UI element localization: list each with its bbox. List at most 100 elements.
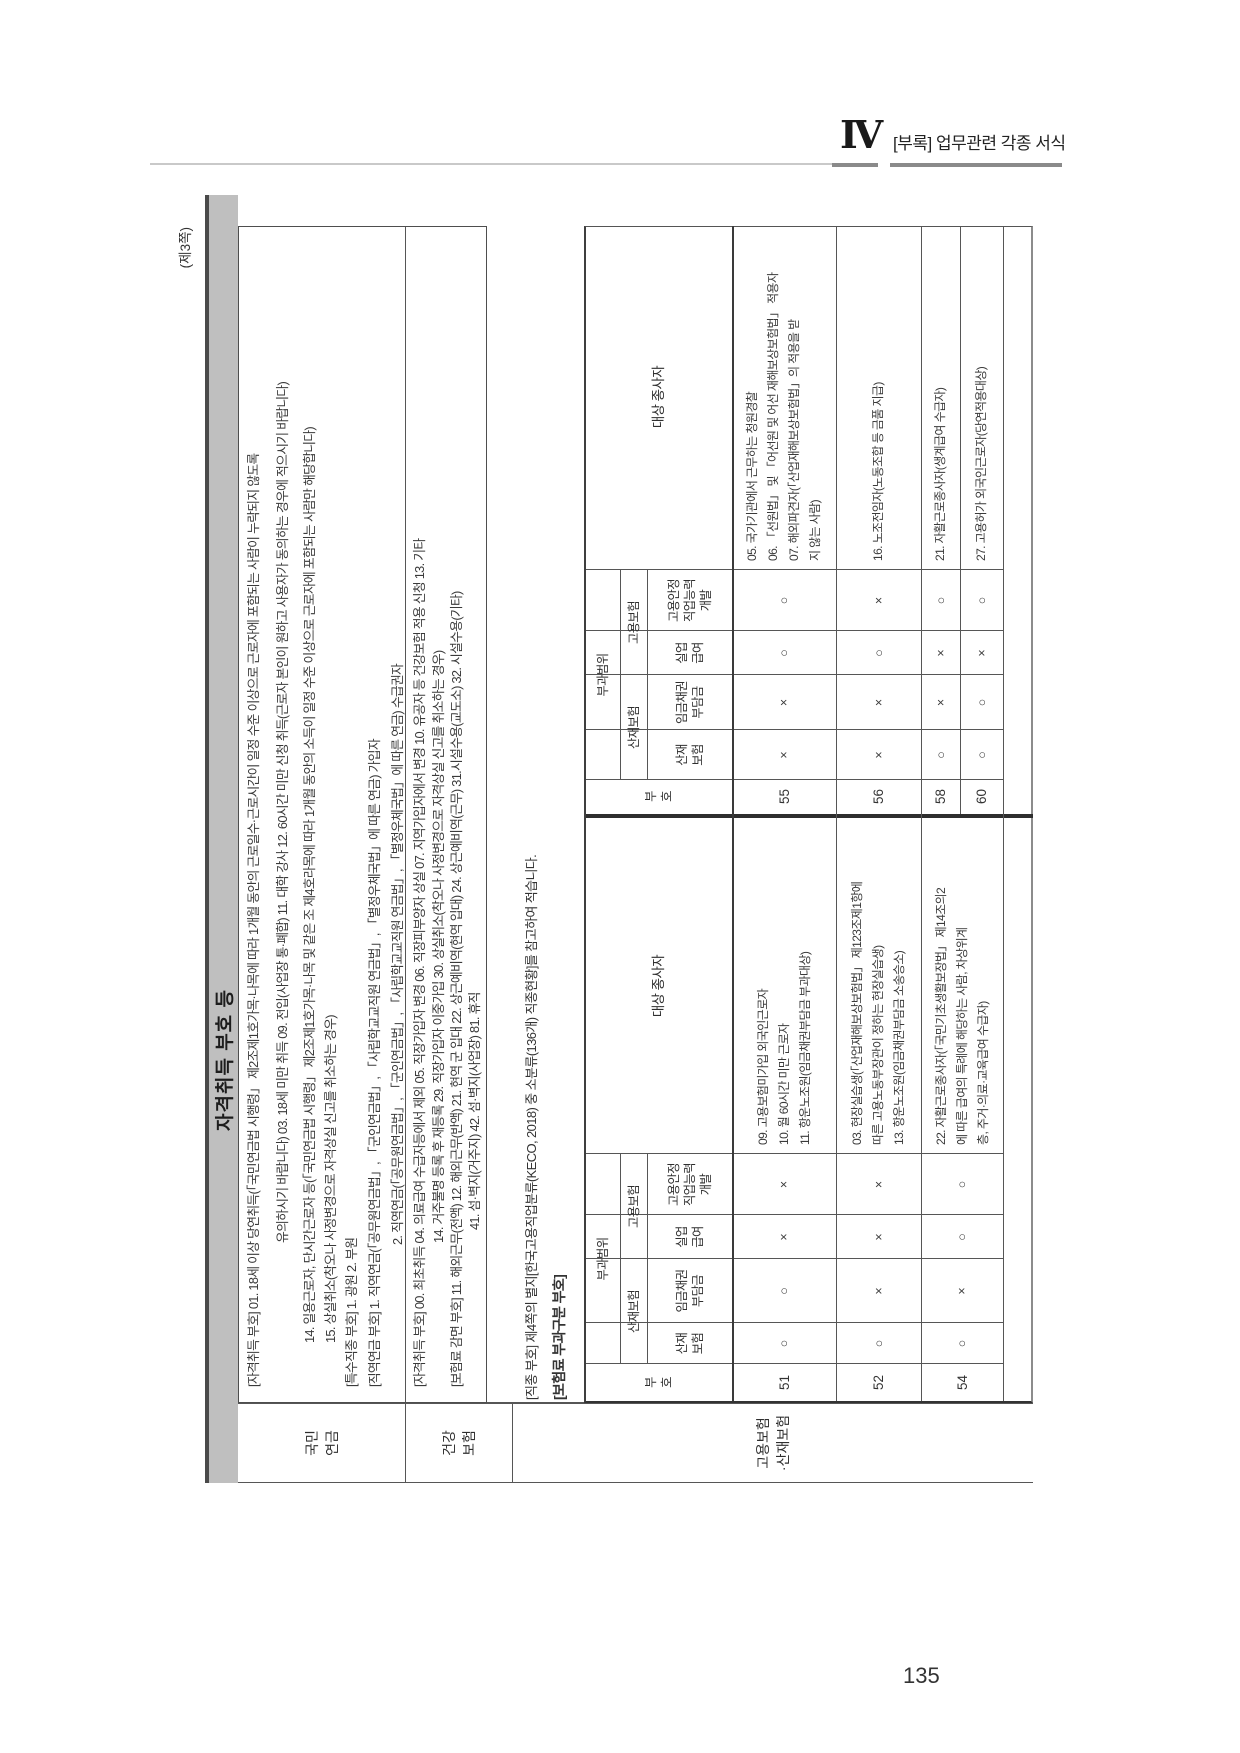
np-line-7: 2. 직역연금(「공무원연금법」, 「군인연금법」, 「사립학교교직원 연금법」… [390,663,405,1245]
mark-51-unemployment: × [777,1233,791,1241]
workers-51-line: 09. 고용보험미가입 외국인근로자 [755,988,770,1145]
np-line-5: [특수직종 부호] 1. 광원 2. 부원 [344,1237,359,1387]
workers-51-line: 11. 항운노조원(임금채권부담금 부과대상) [797,951,812,1145]
workers-52-line: 따른 고용노동부장관이 정하는 현장실습생) [871,945,885,1145]
mark-51-wage: ○ [777,1287,791,1295]
hdr-scope-right: 부과범위 [596,653,610,697]
row-label-employment-industrial: 고용보험 ·산재보험 [754,1414,791,1472]
hdr-sub-wage-right: 임금채권 부담금 [674,681,705,724]
code-54: 54 [954,1374,970,1391]
mark-54-unemployment: ○ [955,1233,969,1241]
code-60: 60 [974,788,989,805]
workers-54-line: 22. 자활근로종사자(「국민기초생활보장법」 제14조의2 [933,887,948,1145]
np-line-6: [직역연금 부호] 1. 직역연금(「공무원연금법」, 「군인연금법」, 「사립… [367,739,382,1387]
mark-52-stability: × [871,1180,886,1189]
workers-54: 22. 자활근로종사자(「국민기초생활보장법」 제14조의2 에 따른 급여의 … [921,818,1003,1154]
levy-table: 부 호 부과범위 산재보험 고용보험 산재 보험 임금채권 부담금 실업 급여 … [584,226,1033,1403]
hdr-code-left: 부 호 [644,1377,674,1388]
mark-55-wage: × [777,698,791,707]
hdr-sub-stability-left: 고용안정 직업능력 개발 [666,1163,713,1206]
section-header-title: [부록] 업무관련 각종 서식 [893,134,1066,153]
row-label-health-insurance: 건강 보험 [440,1430,477,1456]
hdr-code-right: 부 호 [644,791,674,802]
mark-52-wage: × [871,1287,886,1295]
codes-box-lines: [자격취득 부호] 01. 18세 이상 당연취득(「국민연금법 시행령」 제2… [238,230,485,1401]
np-line-2: 유의하시기 바랍니다) 03. 18세 미만 취득 09. 전입(사업장 통·폐… [275,381,290,1243]
workers-55-line: 지 않는 사람) [808,499,822,561]
np-line-3: 14. 일용근로자, 단시간근로자 등(「국민연금법 시행령」 제2조제1호가목… [302,427,317,1343]
workers-55-line: 07. 해외파견자(「산업재해보상보험법」의 적용을 받 [787,319,801,561]
mark-54-industrial: ○ [955,1339,969,1348]
hdr-employment-group-left: 고용보험 [626,1185,641,1228]
form-left-border [238,1482,1033,1483]
hdr-scope-left: 부과범위 [596,1237,610,1281]
form-page3: (제3쪽) 자격취득 부호 등 국민 연금 건강 보험 고용보험 ·산재보험 [… [150,193,1235,1483]
mark-55-industrial: × [777,751,791,759]
workers-54-line: 층, 주거·의료·교육급여 수급자) [975,1001,990,1145]
rotated-form-wrapper: (제3쪽) 자격취득 부호 등 국민 연금 건강 보험 고용보험 ·산재보험 [… [150,195,1235,1483]
workers-52-line: 13. 항운노조원(임금채권부담금 소송승소) [892,950,906,1145]
row-label-national-pension: 국민 연금 [303,1430,340,1456]
mark-58-stability: ○ [933,596,948,605]
hdr-workers-left: 대상 종사자 [651,954,666,1018]
code-56: 56 [871,788,886,805]
mark-58-unemployment: × [933,649,948,657]
workers-58-line: 21. 자활근로종사자(생계급여 수급자) [933,387,947,561]
hdr-sub-wage-left: 임금채권 부담금 [674,1269,705,1313]
hdr-industrial-group-left: 산재보험 [626,1290,641,1333]
workers-54-line: 에 따른 급여의 특례에 해당하는 사람, 차상위계 [954,927,969,1146]
workers-55-line: 06. 「선원법」 및 「어선원 및 어선 재해보상보험법」 적용자 [766,272,780,561]
form-title: 자격취득 부호 등 [215,989,236,1131]
code-58: 58 [933,788,948,805]
code-51: 51 [776,1374,792,1391]
hdr-employment-group-right: 고용보험 [626,601,641,644]
mark-58-industrial: ○ [933,751,948,759]
workers-56: 16. 노조전임자(노동조합 등 금품 지급) [836,224,921,570]
workers-51: 09. 고용보험미가입 외국인근로자 10. 월 60시간 미만 근로자 11.… [732,818,836,1154]
np-line-1: [자격취득 부호] 01. 18세 이상 당연취득(「국민연금법 시행령」 제2… [246,453,261,1387]
workers-60-line: 27. 고용허가 외국인근로자(당연적용대상) [974,366,988,561]
workers-52-line: 03. 현장실습생(「산업재해보상보험법」 제123조제1항에 [850,881,864,1145]
hdr-sub-stability-right: 고용안정 직업능력 개발 [666,579,713,622]
mark-52-unemployment: × [871,1233,886,1241]
hdr-sub-industrial-left: 산재 보험 [674,1332,705,1355]
mark-51-industrial: ○ [777,1339,791,1348]
mark-55-unemployment: ○ [777,649,791,657]
workers-58: 21. 자활근로종사자(생계급여 수급자) [921,224,960,570]
code-52: 52 [871,1374,886,1391]
hi-line-3: [보험료 감면 부호] 11. 해외근무(전액) 12. 해외근무(반액) 21… [449,591,464,1387]
mark-56-stability: × [871,596,886,605]
hdr-workers-right: 대상 종사자 [651,365,666,429]
mark-60-wage: ○ [974,698,989,707]
mark-58-wage: × [933,698,948,707]
mark-60-industrial: ○ [974,751,989,759]
workers-55-line: 05. 국가기관에서 근무하는 청원경찰 [745,391,759,561]
mark-56-wage: × [871,698,886,707]
section-roman-numeral: Ⅳ [840,115,884,157]
hi-line-2: 14. 거주불명 등록 후 재등록 29. 직장가입자 이중가입 30. 상실취… [431,650,446,1243]
workers-60: 27. 고용허가 외국인근로자(당연적용대상) [960,224,1003,570]
header-rule-dark-2 [890,163,1062,167]
hi-line-1: [자격취득 부호] 00. 최초취득 04. 의료급여 수급자등에서 제외 05… [412,538,427,1387]
page-number: 135 [903,1663,940,1688]
workers-51-line: 10. 월 60시간 미만 근로자 [776,1023,791,1146]
code-55: 55 [776,788,792,805]
workers-52: 03. 현장실습생(「산업재해보상보험법」 제123조제1항에 따른 고용노동부… [836,818,921,1154]
workers-55: 05. 국가기관에서 근무하는 청원경찰 06. 「선원법」 및 「어선원 및 … [732,224,836,570]
note-levy-code: [보험료 부과구분 부호] [551,1274,567,1400]
mark-56-industrial: × [871,751,886,759]
mark-55-stability: ○ [777,596,791,605]
workers-56-line: 16. 노조전임자(노동조합 등 금품 지급) [871,382,885,561]
form-page-marker: (제3쪽) [178,227,193,269]
hdr-sub-industrial-right: 산재 보험 [674,744,705,766]
header-rule-light [150,163,832,165]
header-rule-dark-1 [832,163,878,167]
hdr-sub-unemployment-left: 실업 급여 [674,1226,705,1248]
mark-52-industrial: ○ [871,1339,886,1348]
mark-51-stability: × [777,1180,791,1189]
form-title-bar [205,195,238,1483]
mark-54-wage: × [955,1287,969,1295]
hdr-sub-unemployment-right: 실업 급여 [674,642,705,664]
np-line-4: 15. 상실취소(착오나 사정변경으로 자격상실 신고를 취소하는 경우) [323,1015,338,1343]
